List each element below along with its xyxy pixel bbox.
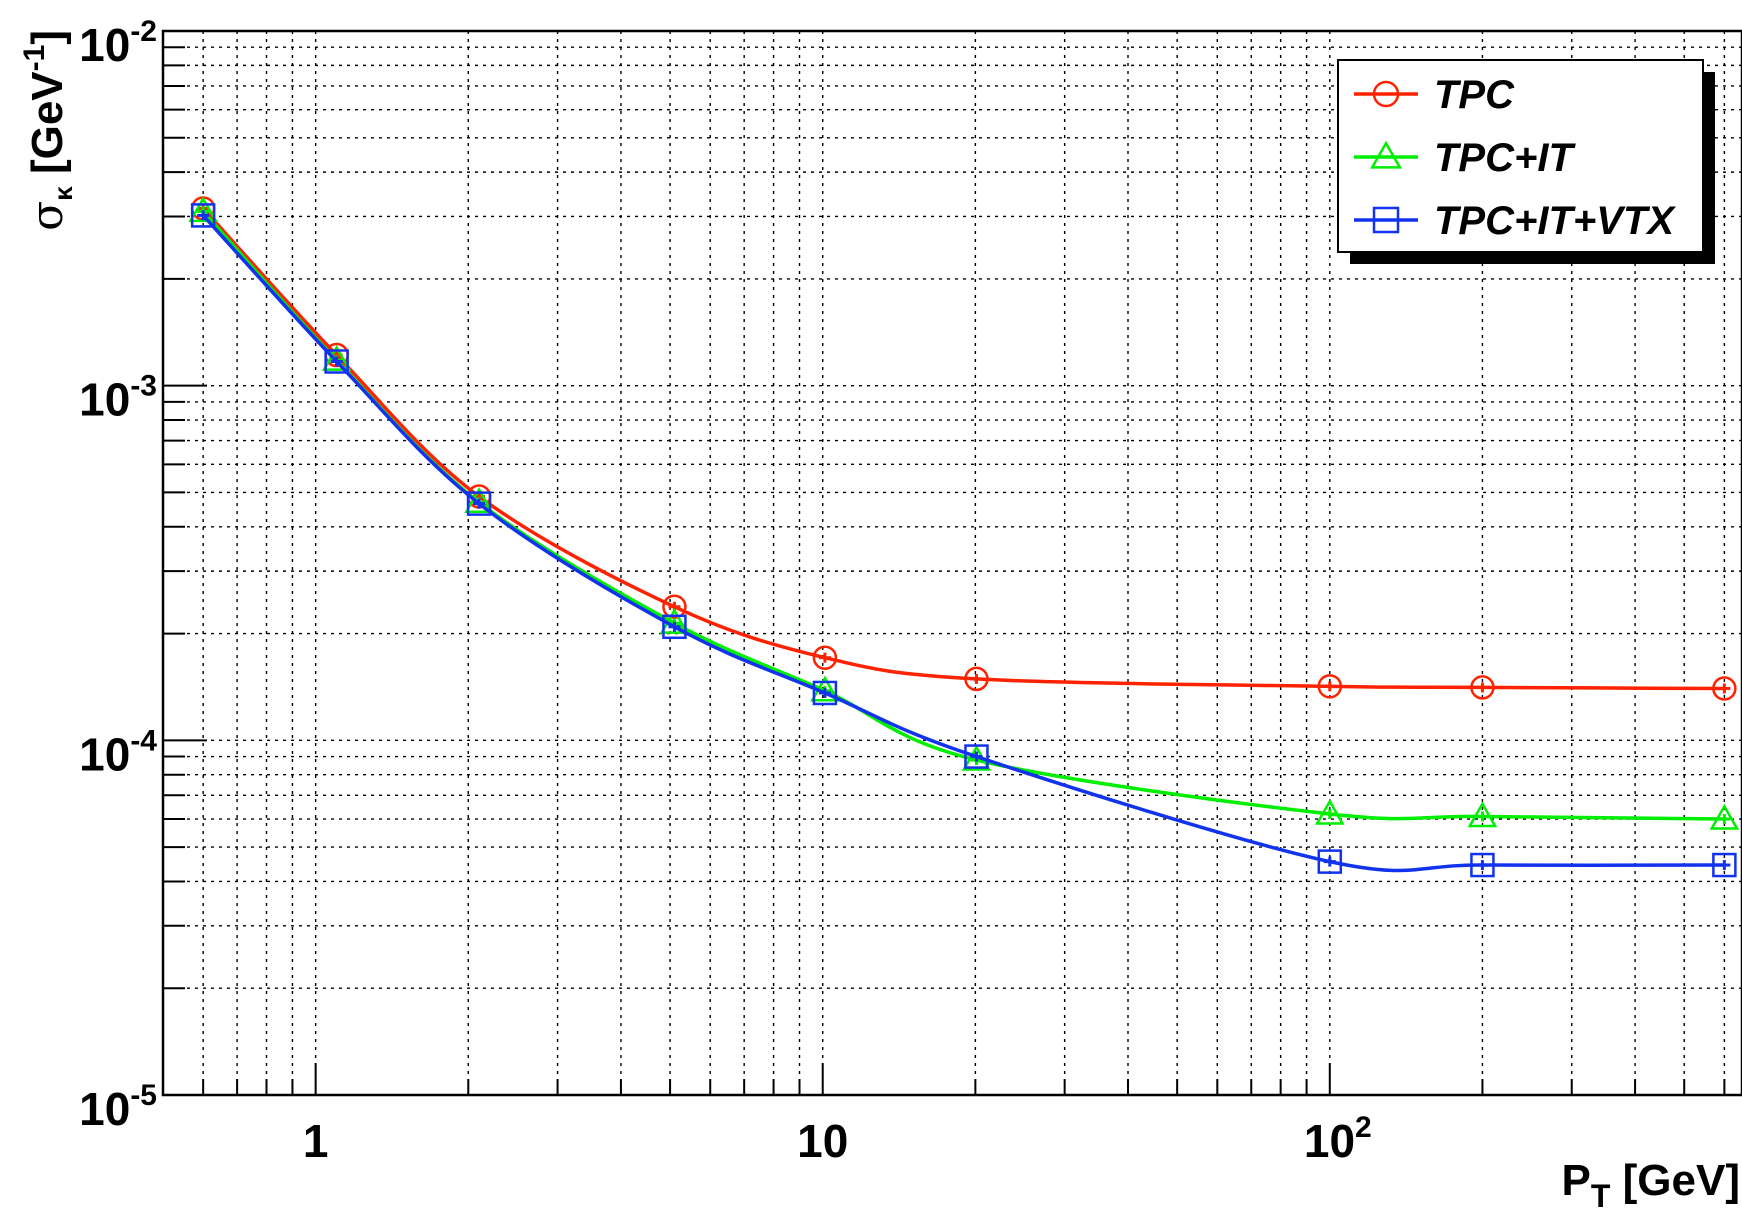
data-point-tpc-it-vtx [466,491,492,516]
data-point-tpc-it-vtx [1712,852,1737,878]
legend-marker-tpc-it [1370,140,1402,169]
axes [161,29,1742,1097]
data-point-tpc [812,645,838,670]
y-axis-title: σκ [GeV-1] [18,30,78,231]
y-tick-label: 10-4 [79,724,157,780]
data-point-tpc [1712,676,1737,701]
data-point-tpc [662,594,687,620]
data-point-tpc [1317,674,1343,699]
data-point-tpc-it [1314,798,1345,825]
data-point-tpc-it-vtx [812,680,838,706]
data-point-tpc-it-vtx [190,203,216,228]
data-point-tpc [1470,675,1495,700]
y-tick-label: 10-3 [79,370,157,426]
series-tpc-it-vtx [190,203,1737,878]
data-point-tpc-it [188,196,218,223]
data-point-tpc-it-vtx [1470,852,1495,878]
legend-label-tpc: TPC [1434,73,1515,117]
series-layer [188,196,1740,878]
data-point-tpc-it [321,345,352,371]
legend-marker-tpc [1372,80,1400,108]
y-tick-label: 10-2 [79,15,157,71]
axis-labels: 1 10 102 10-5 10-4 10-3 10-2 PT [GeV] σκ [GeV-1] [18,15,1740,1209]
plot-frame [161,29,1742,1097]
legend-label-tpc-it-vtx: TPC+IT+VTX [1434,199,1676,243]
legend-label-tpc-it: TPC+IT [1434,136,1576,180]
data-point-tpc-it [1467,801,1498,828]
data-point-tpc-it-vtx [1317,849,1343,874]
data-point-tpc-it-vtx [324,349,349,374]
x-tick-label: 10 [797,1115,848,1167]
legend: TPC TPC+IT TPC+IT+VTX [1337,59,1715,264]
data-point-tpc-it-vtx [964,744,989,769]
series-line-tpc-it-vtx [201,214,1725,873]
data-point-tpc-it [1709,803,1740,830]
y-tick-label: 10-5 [79,1079,157,1135]
x-axis-title: PT [GeV] [1562,1156,1740,1209]
data-point-tpc [964,666,989,692]
x-tick-label: 1 [303,1115,329,1167]
data-point-tpc-it-vtx [662,614,687,640]
x-tick-label: 102 [1304,1111,1372,1167]
legend-marker-tpc-it-vtx [1372,206,1400,234]
